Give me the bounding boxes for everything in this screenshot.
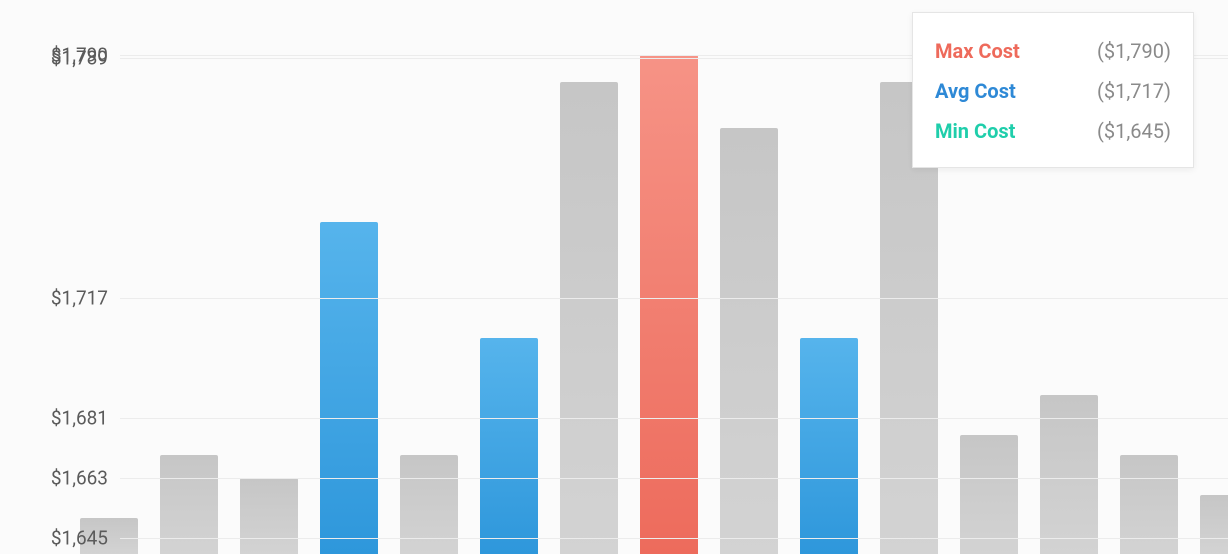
legend-value-max: ($1,790) bbox=[1097, 39, 1171, 63]
y-axis-label: $1,645 bbox=[51, 527, 108, 550]
bar-blue bbox=[800, 338, 858, 554]
legend-value-min: ($1,645) bbox=[1097, 119, 1171, 143]
legend-label-max: Max Cost bbox=[935, 39, 1020, 63]
bar-blue bbox=[480, 338, 538, 554]
legend-row-avg: Avg Cost ($1,717) bbox=[935, 71, 1171, 111]
bar-gray bbox=[720, 128, 778, 554]
legend-card: Max Cost ($1,790) Avg Cost ($1,717) Min … bbox=[912, 12, 1194, 168]
y-axis-label: $1,789 bbox=[51, 47, 108, 70]
legend-label-min: Min Cost bbox=[935, 119, 1015, 143]
bar-blue bbox=[320, 222, 378, 554]
y-axis-label: $1,717 bbox=[51, 287, 108, 310]
legend-value-avg: ($1,717) bbox=[1097, 79, 1171, 103]
bar-red bbox=[640, 55, 698, 554]
gridline bbox=[120, 538, 1228, 539]
bar-gray bbox=[1200, 495, 1228, 554]
gridline bbox=[120, 298, 1228, 299]
y-axis-label: $1,663 bbox=[51, 467, 108, 490]
legend-label-avg: Avg Cost bbox=[935, 79, 1016, 103]
legend-row-max: Max Cost ($1,790) bbox=[935, 31, 1171, 71]
gridline bbox=[120, 418, 1228, 419]
bar-gray bbox=[240, 478, 298, 554]
bar-gray bbox=[1120, 455, 1178, 554]
gridline bbox=[120, 478, 1228, 479]
cost-chart: $1,790$1,789$1,717$1,681$1,663$1,645 Max… bbox=[0, 0, 1228, 554]
bar-gray bbox=[400, 455, 458, 554]
bar-gray bbox=[560, 82, 618, 554]
bar-gray bbox=[960, 435, 1018, 554]
y-axis-label: $1,681 bbox=[51, 407, 108, 430]
legend-row-min: Min Cost ($1,645) bbox=[935, 111, 1171, 151]
bar-gray bbox=[160, 455, 218, 554]
